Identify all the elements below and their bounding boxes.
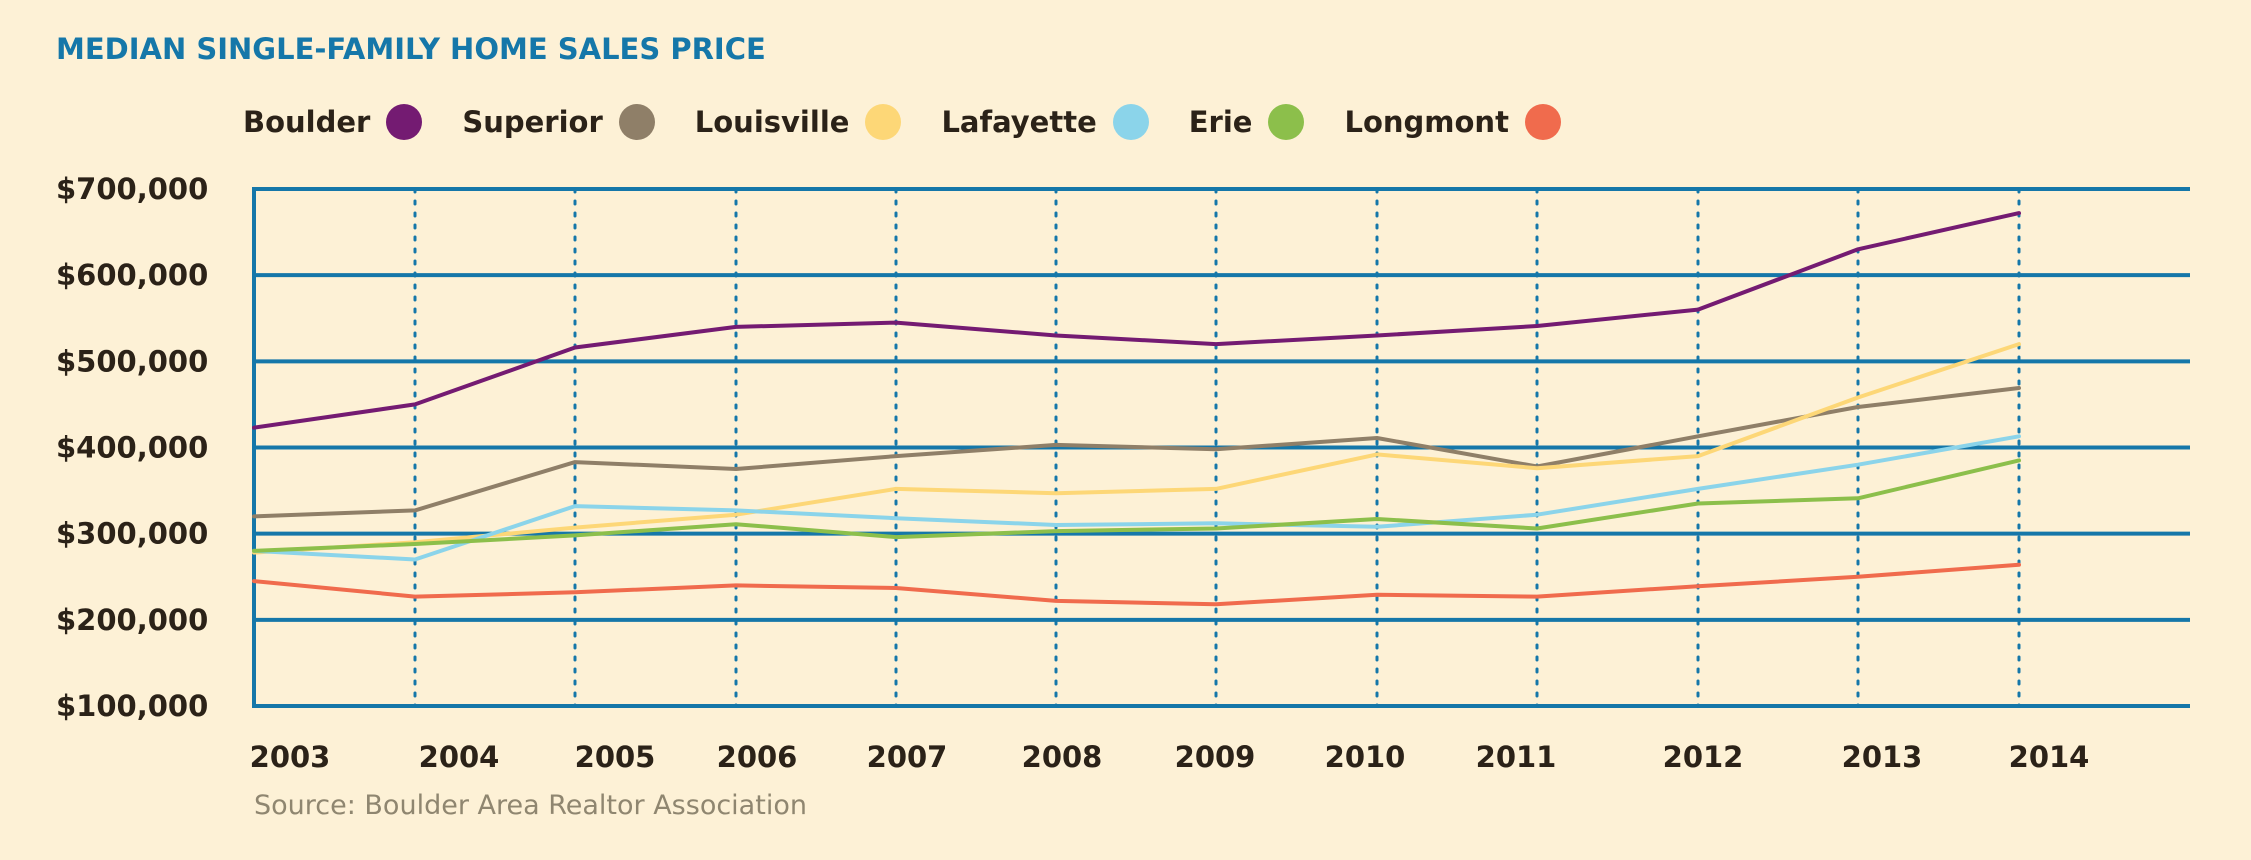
y-tick-label: $500,000 [56,344,208,378]
chart-title: MEDIAN SINGLE-FAMILY HOME SALES PRICE [56,32,766,66]
legend: Boulder Superior Louisville Lafayette Er… [243,100,1601,144]
series-layer [252,211,2021,607]
x-tick-label: 2006 [717,740,798,774]
series-line-superior [252,386,2021,519]
y-tick-label: $400,000 [56,431,208,465]
y-tick-label: $200,000 [56,603,208,637]
series-line-lafayette [252,434,2021,562]
legend-label-superior: Superior [462,105,603,139]
legend-item-longmont: Longmont [1344,104,1561,140]
legend-label-erie: Erie [1188,105,1253,139]
legend-item-louisville: Louisville [695,104,902,140]
legend-swatch-louisville [865,104,902,140]
x-tick-label: 2007 [867,740,948,774]
y-axis-ticks: $700,000 $600,000 $500,000 $400,000 $300,000… [56,172,208,723]
legend-item-lafayette: Lafayette [941,104,1149,140]
y-tick-label: $100,000 [56,689,208,723]
x-tick-label: 2011 [1476,740,1557,774]
legend-swatch-boulder [386,104,423,140]
grid-layer [252,187,2190,708]
x-tick-label: 2014 [2009,740,2090,774]
legend-item-superior: Superior [462,104,655,140]
legend-swatch-longmont [1524,104,1561,140]
x-tick-label: 2008 [1022,740,1103,774]
legend-label-louisville: Louisville [694,105,850,139]
legend-label-longmont: Longmont [1344,105,1509,139]
x-tick-label: 2013 [1842,740,1923,774]
series-line-boulder [252,211,2021,430]
y-tick-label: $600,000 [56,258,208,292]
legend-label-boulder: Boulder [243,105,371,139]
y-tick-label: $700,000 [56,172,208,206]
legend-item-boulder: Boulder [243,104,423,140]
x-tick-label: 2009 [1175,740,1256,774]
legend-item-erie: Erie [1189,104,1305,140]
x-tick-label: 2004 [419,740,500,774]
legend-swatch-lafayette [1112,104,1149,140]
x-tick-label: 2012 [1663,740,1744,774]
source-note: Source: Boulder Area Realtor Association [254,790,807,821]
series-line-longmont [252,562,2021,607]
x-axis-ticks: 2003 2004 2005 2006 2007 2008 2009 2010 2011 2012… [250,740,2090,774]
legend-label-lafayette: Lafayette [941,105,1097,139]
x-tick-label: 2010 [1325,740,1406,774]
x-tick-label: 2003 [250,740,331,774]
x-tick-label: 2005 [575,740,656,774]
y-tick-label: $300,000 [56,517,208,551]
series-line-erie [252,458,2021,553]
legend-swatch-superior [618,104,655,140]
series-line-louisville [252,342,2021,555]
legend-swatch-erie [1268,104,1305,140]
